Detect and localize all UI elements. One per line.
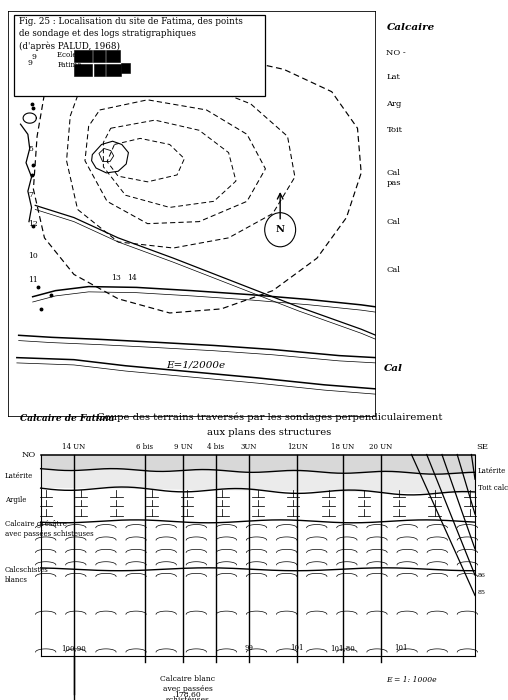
Text: Lat: Lat <box>387 74 400 81</box>
Text: 11: 11 <box>28 276 38 284</box>
Bar <box>106 64 121 76</box>
Text: 12UN: 12UN <box>287 443 308 451</box>
Text: 86: 86 <box>478 573 486 577</box>
Text: Latérite: Latérite <box>478 466 506 475</box>
Text: Latérite: Latérite <box>5 473 34 480</box>
Text: 101,80: 101,80 <box>331 644 355 652</box>
Text: 9: 9 <box>28 60 33 67</box>
Text: Toit calcaire: Toit calcaire <box>478 484 508 492</box>
Text: E=1/2000e: E=1/2000e <box>166 360 225 370</box>
Text: 10: 10 <box>28 252 38 260</box>
Polygon shape <box>41 522 475 569</box>
Text: 6 bis: 6 bis <box>136 443 153 451</box>
Text: 4 bis: 4 bis <box>207 443 225 451</box>
Text: Toit: Toit <box>387 126 402 134</box>
Text: NO: NO <box>21 451 36 458</box>
Polygon shape <box>41 454 475 473</box>
Text: Calcaire: Calcaire <box>387 22 435 32</box>
Bar <box>74 50 91 62</box>
Text: Fig. 25 : Localisation du site de Fatima, des points
de sondage et des logs stra: Fig. 25 : Localisation du site de Fatima… <box>19 17 242 50</box>
Text: Coupe des terrains traversés par les sondages perpendiculairement: Coupe des terrains traversés par les son… <box>97 412 442 422</box>
Text: 14: 14 <box>128 274 137 283</box>
Text: aux plans des structures: aux plans des structures <box>207 428 331 438</box>
Bar <box>106 50 120 62</box>
Text: 99: 99 <box>244 644 253 652</box>
Text: Calcaire de Fatima: Calcaire de Fatima <box>20 414 115 423</box>
Text: 12: 12 <box>28 220 38 228</box>
Bar <box>94 64 105 76</box>
Text: 3UN: 3UN <box>241 443 257 451</box>
Text: Arg: Arg <box>387 100 402 108</box>
Text: Cal: Cal <box>387 266 400 274</box>
Text: 178,60: 178,60 <box>175 690 201 698</box>
Text: Cal
pas: Cal pas <box>387 169 401 187</box>
Bar <box>121 63 130 74</box>
Text: 7: 7 <box>28 191 33 200</box>
Text: N: N <box>276 225 284 234</box>
Text: 101: 101 <box>395 644 408 652</box>
Polygon shape <box>41 488 475 522</box>
Text: Cal: Cal <box>384 364 403 372</box>
Text: Calcschistes
blancs: Calcschistes blancs <box>5 566 49 584</box>
Text: 101: 101 <box>291 644 304 652</box>
Polygon shape <box>41 469 475 493</box>
Text: SE: SE <box>477 443 489 452</box>
Text: Calcaire blanc
avec passées
schisteuses: Calcaire blanc avec passées schisteuses <box>161 676 215 700</box>
Text: 9: 9 <box>31 53 37 61</box>
Bar <box>74 64 91 76</box>
Text: 14 UN: 14 UN <box>62 443 85 451</box>
Text: E = 1: 1000e: E = 1: 1000e <box>386 676 437 684</box>
Text: Cal: Cal <box>387 218 400 225</box>
Bar <box>14 15 265 96</box>
Text: Calcaire grésâtre
avec passées schisteuses: Calcaire grésâtre avec passées schisteus… <box>5 519 93 538</box>
Text: 85: 85 <box>478 590 486 595</box>
Polygon shape <box>41 569 475 657</box>
Text: NO -: NO - <box>387 49 406 57</box>
Text: 100,90: 100,90 <box>61 644 86 652</box>
Text: 13: 13 <box>111 274 120 283</box>
Text: Ecole de
Fatima: Ecole de Fatima <box>57 51 88 69</box>
Bar <box>93 50 105 62</box>
Text: 9 UN: 9 UN <box>174 443 192 451</box>
Text: 20 UN: 20 UN <box>369 443 393 451</box>
Text: 18 UN: 18 UN <box>331 443 355 451</box>
Text: Argile: Argile <box>5 496 26 503</box>
Text: 5: 5 <box>28 144 33 153</box>
